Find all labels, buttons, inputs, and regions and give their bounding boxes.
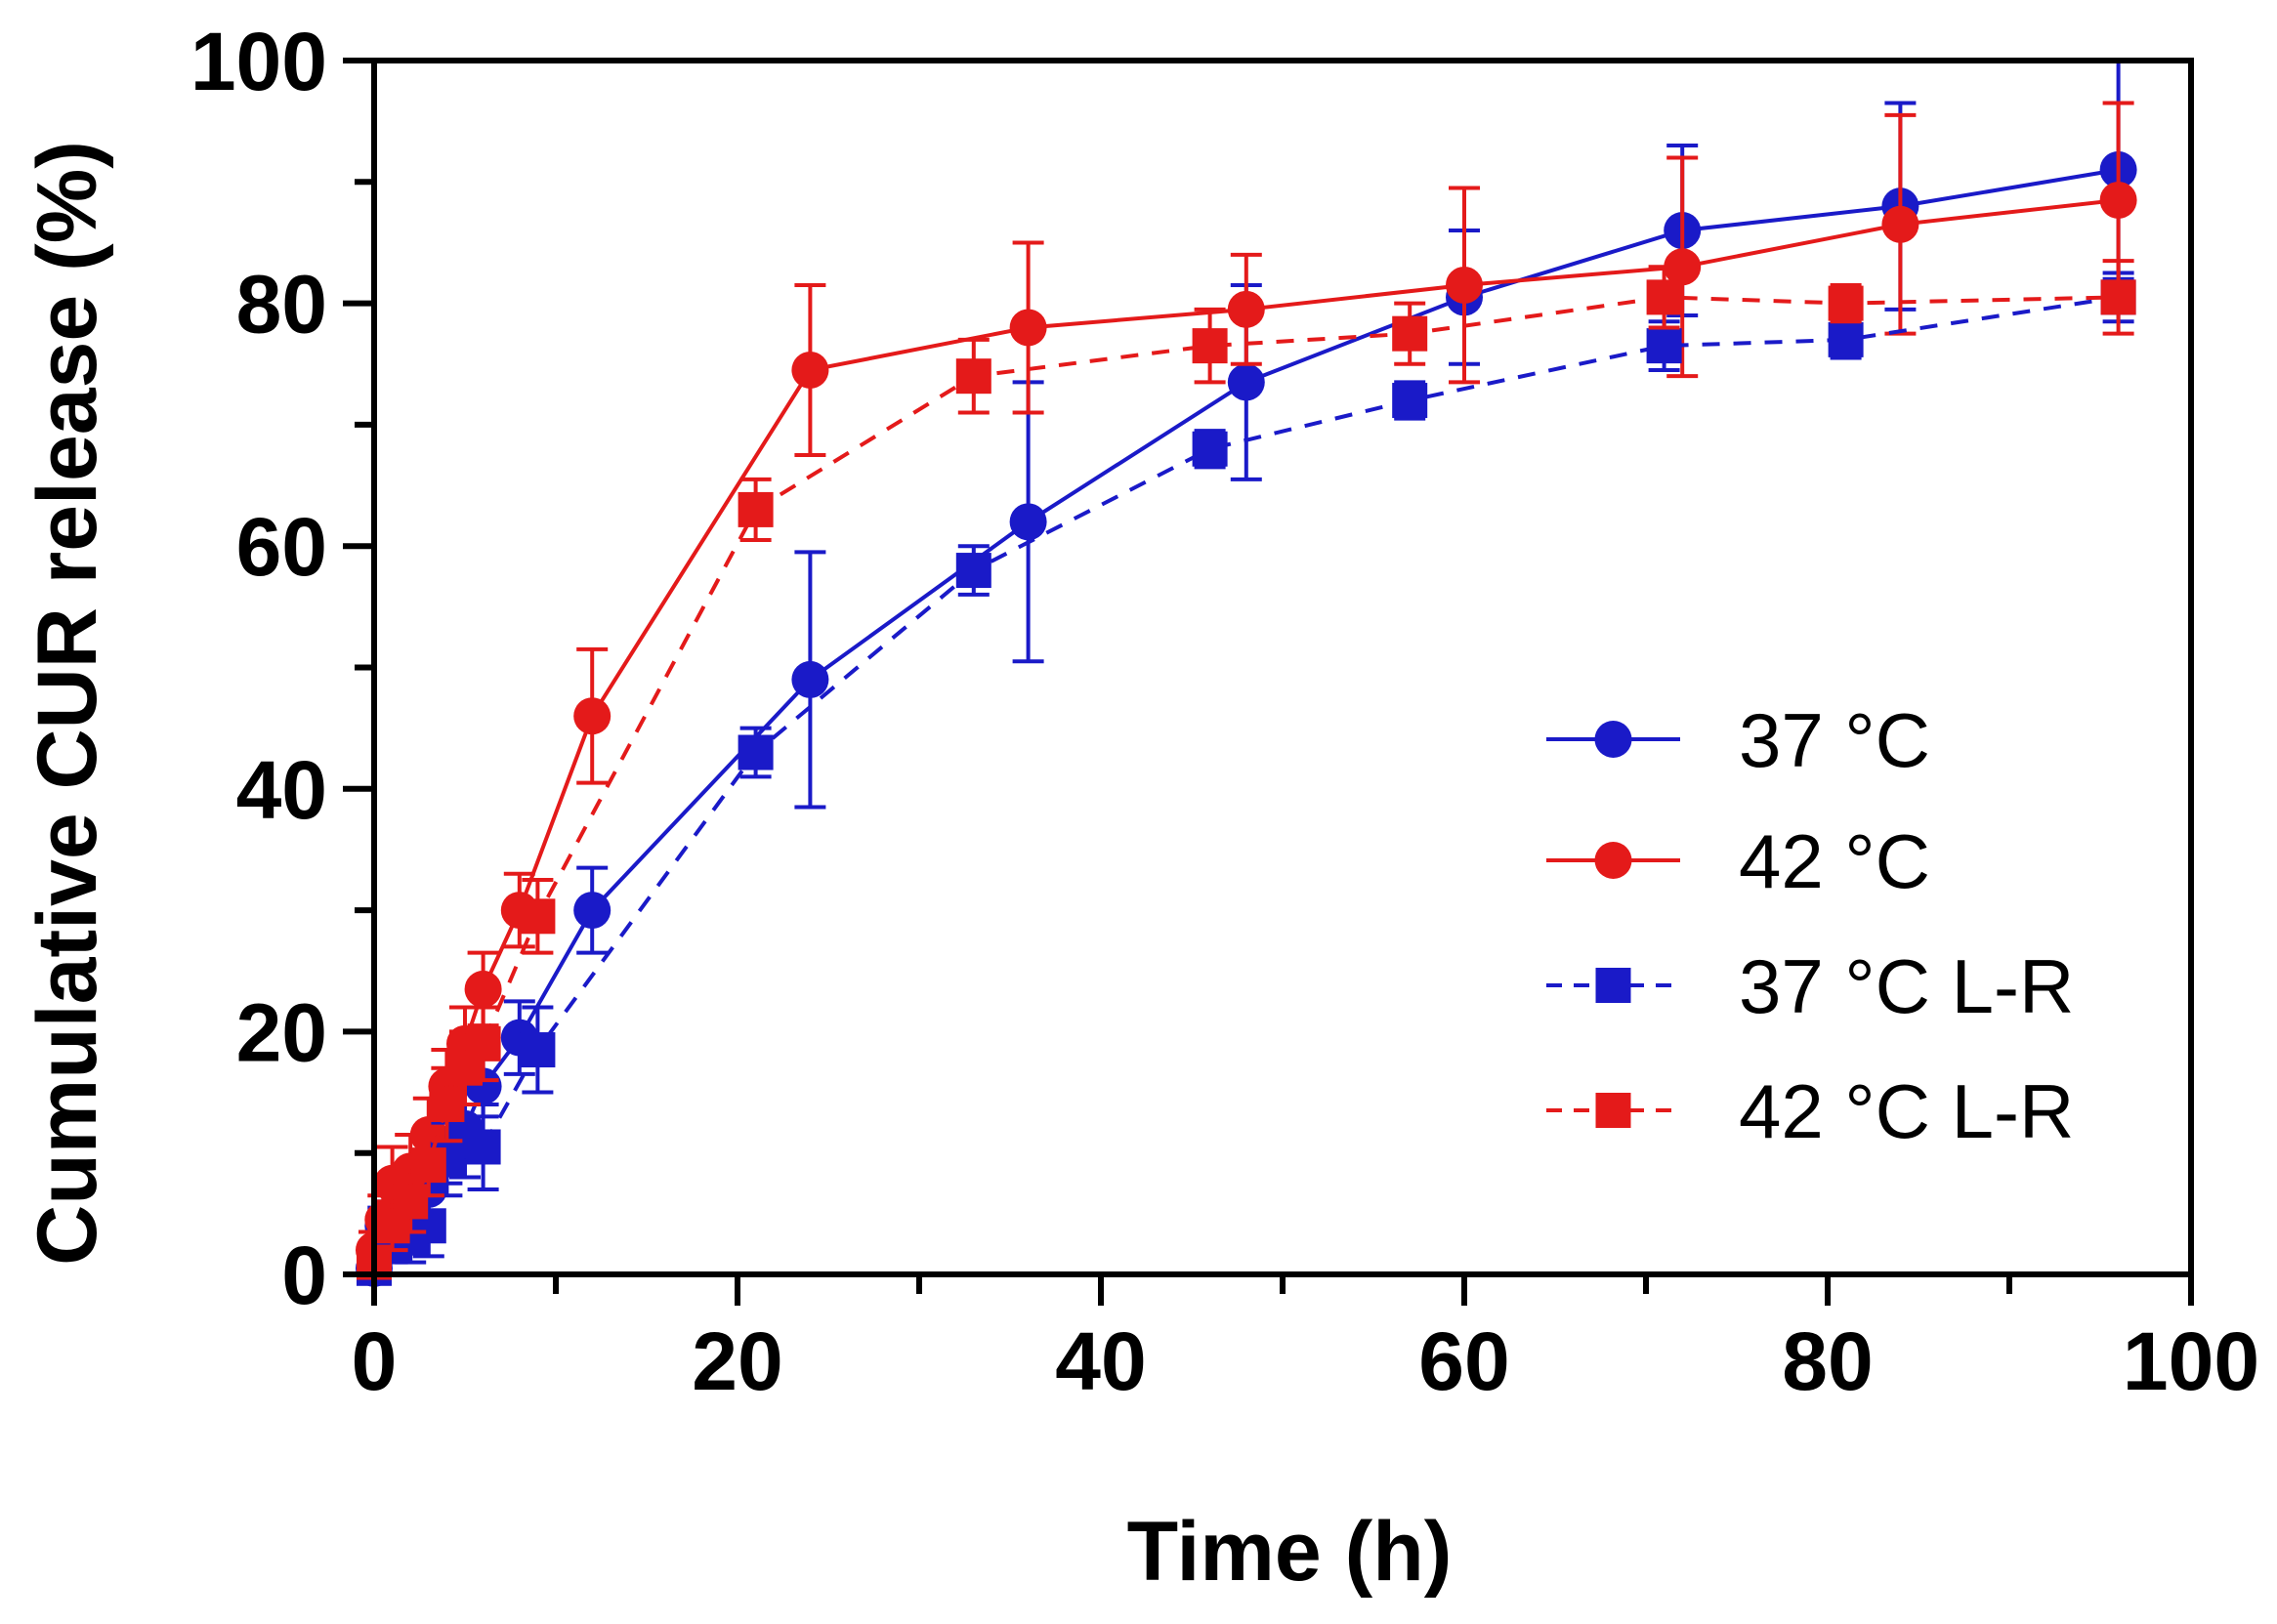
x-tick-label: 20 [692, 1315, 782, 1407]
data-point [1009, 503, 1047, 541]
data-point [1446, 266, 1483, 304]
data-point [1392, 383, 1428, 419]
legend-label: 42 °C L-R [1739, 1068, 2074, 1154]
data-point [393, 1184, 429, 1220]
legend-item: 37 °C L-R [1546, 943, 2074, 1029]
y-tick-label: 100 [190, 16, 327, 107]
data-point [791, 351, 829, 389]
legend-item: 42 °C L-R [1546, 1068, 2074, 1154]
data-point [1227, 290, 1265, 328]
legend-marker [1594, 721, 1632, 758]
x-tick-label: 100 [2123, 1315, 2259, 1407]
data-point [1646, 279, 1682, 315]
data-point [573, 697, 611, 735]
data-point [1392, 315, 1428, 352]
data-point [465, 1129, 501, 1165]
axes-layer: 0 20 40 60 80 100 0 20 40 60 80 100 [190, 16, 2259, 1407]
legend-item: 42 °C [1546, 818, 1930, 904]
y-tick-label: 60 [236, 501, 327, 593]
data-point [573, 892, 611, 930]
legend-marker [1595, 968, 1631, 1003]
legend-label: 37 °C L-R [1739, 943, 2074, 1029]
data-point [1192, 328, 1228, 364]
data-point [738, 734, 774, 770]
legend-label: 37 °C [1739, 697, 1930, 783]
data-point [1192, 431, 1228, 467]
data-point [520, 898, 556, 935]
y-tick-label: 20 [236, 986, 327, 1078]
data-point [738, 491, 774, 527]
y-axis-title: Cumulative CUR release (%) [21, 141, 114, 1266]
x-tick-label: 80 [1782, 1315, 1873, 1407]
y-tick-label: 80 [236, 259, 327, 351]
x-axis-title: Time (h) [1127, 1505, 1453, 1599]
data-point [1881, 205, 1919, 243]
x-tick-label: 60 [1418, 1315, 1509, 1407]
data-point [955, 358, 991, 395]
x-tick-label: 0 [352, 1315, 398, 1407]
data-point [791, 660, 829, 698]
data-point [1646, 328, 1682, 364]
legend-item: 37 °C [1546, 697, 1930, 783]
y-tick-label: 0 [281, 1229, 327, 1321]
legend: 37 °C 42 °C 37 °C L-R 42 °C L-R [1546, 697, 2074, 1154]
y-tick-label: 40 [236, 744, 327, 836]
data-point [1009, 309, 1047, 347]
data-point [1664, 248, 1702, 286]
legend-marker [1595, 1093, 1631, 1128]
data-point [465, 1025, 501, 1062]
data-point [429, 1086, 465, 1122]
data-point [464, 970, 502, 1008]
data-point [2100, 279, 2136, 315]
data-point [955, 553, 991, 589]
data-point [1828, 285, 1864, 321]
data-point [2099, 181, 2137, 219]
data-point [520, 1032, 556, 1068]
legend-label: 42 °C [1739, 818, 1930, 904]
data-point [410, 1147, 446, 1184]
data-point [1227, 363, 1265, 401]
legend-marker [1594, 842, 1632, 879]
data-point [1828, 321, 1864, 357]
x-tick-label: 40 [1055, 1315, 1146, 1407]
